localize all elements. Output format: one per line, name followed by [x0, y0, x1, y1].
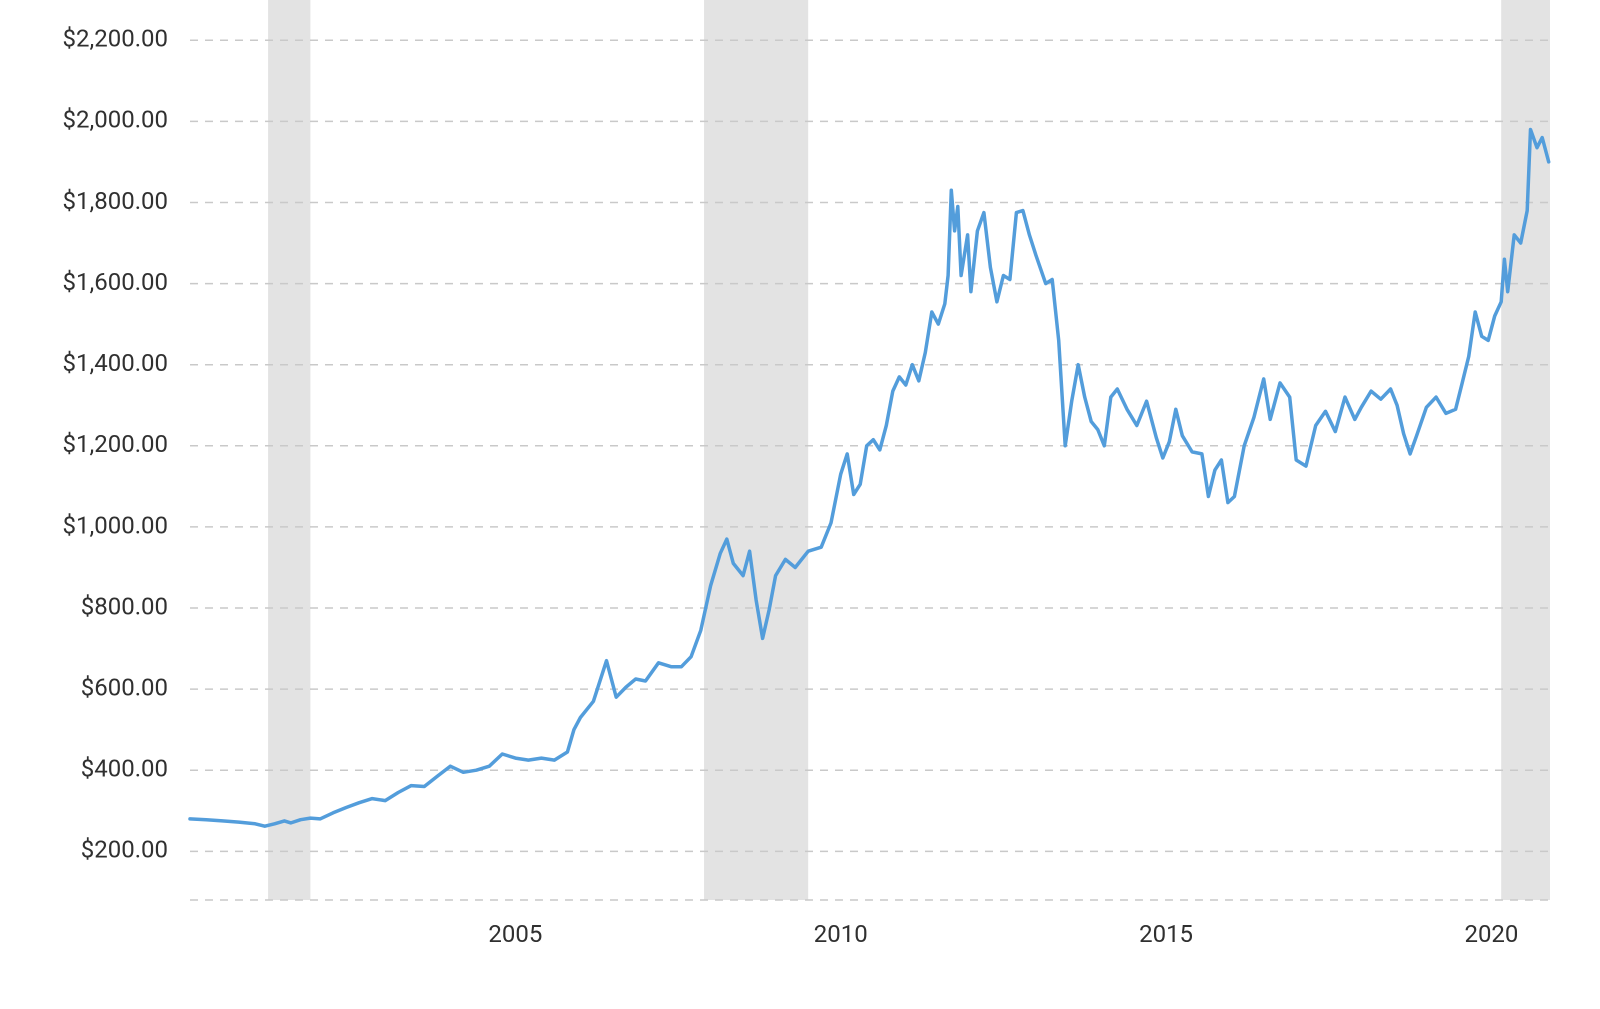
y-tick-label: $1,400.00: [63, 349, 168, 377]
y-tick-label: $600.00: [81, 673, 168, 701]
recession-band-0: [268, 0, 310, 900]
y-tick-label: $1,000.00: [63, 511, 168, 539]
y-tick-label: $800.00: [81, 592, 168, 620]
chart-container: $200.00 $400.00 $600.00 $800.00 $1,000.00 $1,…: [0, 0, 1600, 1009]
recession-band-2: [1501, 0, 1550, 900]
y-tick-label: $2,200.00: [63, 25, 168, 53]
recession-band-1: [704, 0, 808, 900]
line-chart: $200.00 $400.00 $600.00 $800.00 $1,000.00 $1,…: [0, 0, 1600, 1009]
y-tick-label: $1,800.00: [63, 187, 168, 215]
x-tick-label: 2020: [1464, 920, 1518, 948]
x-tick-label: 2015: [1139, 920, 1193, 948]
x-tick-label: 2005: [488, 920, 542, 948]
x-tick-label: 2010: [814, 920, 868, 948]
y-tick-label: $2,000.00: [63, 106, 168, 134]
y-tick-label: $1,600.00: [63, 268, 168, 296]
y-tick-label: $400.00: [81, 755, 168, 783]
y-tick-label: $200.00: [81, 836, 168, 864]
y-tick-label: $1,200.00: [63, 430, 168, 458]
